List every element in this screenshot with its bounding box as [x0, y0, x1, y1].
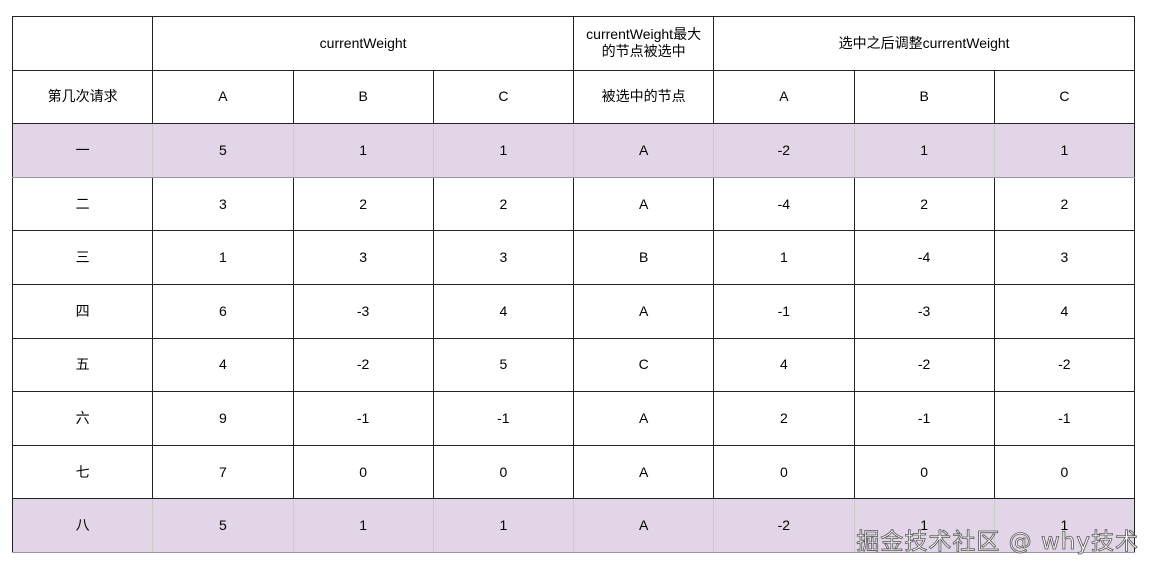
- request-cell: 八: [11, 498, 154, 553]
- adjusted-b-cell: 1: [853, 123, 995, 178]
- current-c-cell: -1: [432, 391, 575, 446]
- selected-cell: A: [572, 391, 715, 446]
- current-a-cell: 1: [152, 230, 294, 285]
- adjusted-a-cell: -4: [713, 176, 855, 232]
- table-row: 五 4 -2 5 C 4 -2 -2: [11, 337, 1136, 393]
- adjusted-a-cell: -1: [713, 283, 855, 339]
- adjusted-b-cell: 1: [853, 498, 995, 553]
- request-cell: 四: [11, 283, 154, 339]
- current-b-cell: -3: [292, 283, 434, 339]
- watermark: 掘金技术社区 @ why技术: [856, 529, 1139, 556]
- adjusted-b-cell: 2: [853, 176, 995, 232]
- adjusted-c-cell: 4: [993, 283, 1136, 339]
- header-current-c: C: [432, 69, 575, 125]
- selected-cell: A: [572, 444, 715, 500]
- table-row: 三 1 3 3 B 1 -4 3: [11, 230, 1136, 285]
- current-a-cell: 6: [152, 283, 294, 339]
- weight-table: currentWeight currentWeight最大的节点被选中 选中之后…: [11, 16, 1136, 553]
- current-b-cell: 2: [292, 176, 434, 232]
- request-cell: 六: [11, 391, 154, 446]
- adjusted-a-cell: 1: [713, 230, 855, 285]
- header-adjusted-weight: 选中之后调整currentWeight: [713, 16, 1135, 71]
- adjusted-c-cell: 1: [993, 498, 1136, 553]
- current-c-cell: 0: [432, 444, 575, 500]
- adjusted-c-cell: 1: [993, 123, 1136, 178]
- selected-cell: A: [572, 176, 715, 232]
- current-b-cell: -2: [292, 337, 434, 393]
- adjusted-a-cell: 0: [713, 444, 855, 500]
- request-cell: 五: [11, 337, 154, 393]
- selected-cell: A: [572, 498, 715, 553]
- header-adjusted-c: C: [993, 69, 1136, 125]
- selected-cell: A: [572, 283, 715, 339]
- header-current-b: B: [292, 69, 434, 125]
- current-a-cell: 4: [152, 337, 294, 393]
- adjusted-c-cell: -2: [993, 337, 1136, 393]
- header-current-weight: currentWeight: [152, 16, 574, 71]
- header-current-a: A: [152, 69, 294, 125]
- current-a-cell: 9: [152, 391, 294, 446]
- header-adjusted-b: B: [853, 69, 995, 125]
- current-b-cell: -1: [292, 391, 434, 446]
- current-c-cell: 5: [432, 337, 575, 393]
- table-row: 四 6 -3 4 A -1 -3 4: [11, 283, 1136, 339]
- current-b-cell: 3: [292, 230, 434, 285]
- current-a-cell: 5: [152, 498, 294, 553]
- request-cell: 七: [11, 444, 154, 500]
- adjusted-a-cell: 2: [713, 391, 855, 446]
- current-a-cell: 7: [152, 444, 294, 500]
- current-a-cell: 5: [152, 123, 294, 178]
- adjusted-b-cell: -1: [853, 391, 995, 446]
- adjusted-c-cell: 2: [993, 176, 1136, 232]
- current-c-cell: 1: [432, 498, 575, 553]
- current-c-cell: 3: [432, 230, 575, 285]
- adjusted-a-cell: -2: [713, 123, 855, 178]
- selected-cell: A: [572, 123, 715, 178]
- table-row: 二 3 2 2 A -4 2 2: [11, 176, 1136, 232]
- adjusted-b-cell: -2: [853, 337, 995, 393]
- header-row-columns: 第几次请求 A B C 被选中的节点 A B C: [11, 69, 1136, 125]
- selected-cell: B: [572, 230, 715, 285]
- adjusted-b-cell: 0: [853, 444, 995, 500]
- adjusted-c-cell: 0: [993, 444, 1136, 500]
- current-b-cell: 1: [292, 123, 434, 178]
- current-b-cell: 1: [292, 498, 434, 553]
- selected-cell: C: [572, 337, 715, 393]
- adjusted-c-cell: 3: [993, 230, 1136, 285]
- request-cell: 三: [11, 230, 154, 285]
- adjusted-a-cell: 4: [713, 337, 855, 393]
- current-b-cell: 0: [292, 444, 434, 500]
- current-c-cell: 2: [432, 176, 575, 232]
- header-selected-node: 被选中的节点: [572, 69, 715, 125]
- adjusted-b-cell: -4: [853, 230, 995, 285]
- header-empty: [11, 16, 154, 71]
- header-selected-max: currentWeight最大的节点被选中: [572, 16, 715, 71]
- header-request: 第几次请求: [11, 69, 154, 125]
- adjusted-c-cell: -1: [993, 391, 1136, 446]
- table-row: 六 9 -1 -1 A 2 -1 -1: [11, 391, 1136, 446]
- header-adjusted-a: A: [713, 69, 855, 125]
- request-cell: 一: [11, 123, 154, 178]
- current-c-cell: 1: [432, 123, 575, 178]
- adjusted-a-cell: -2: [713, 498, 855, 553]
- current-a-cell: 3: [152, 176, 294, 232]
- table-row: 一 5 1 1 A -2 1 1: [11, 123, 1136, 178]
- table-row: 八 5 1 1 A -2 1 1: [11, 498, 1136, 553]
- adjusted-b-cell: -3: [853, 283, 995, 339]
- header-row-groups: currentWeight currentWeight最大的节点被选中 选中之后…: [11, 16, 1135, 71]
- current-c-cell: 4: [432, 283, 575, 339]
- request-cell: 二: [11, 176, 154, 232]
